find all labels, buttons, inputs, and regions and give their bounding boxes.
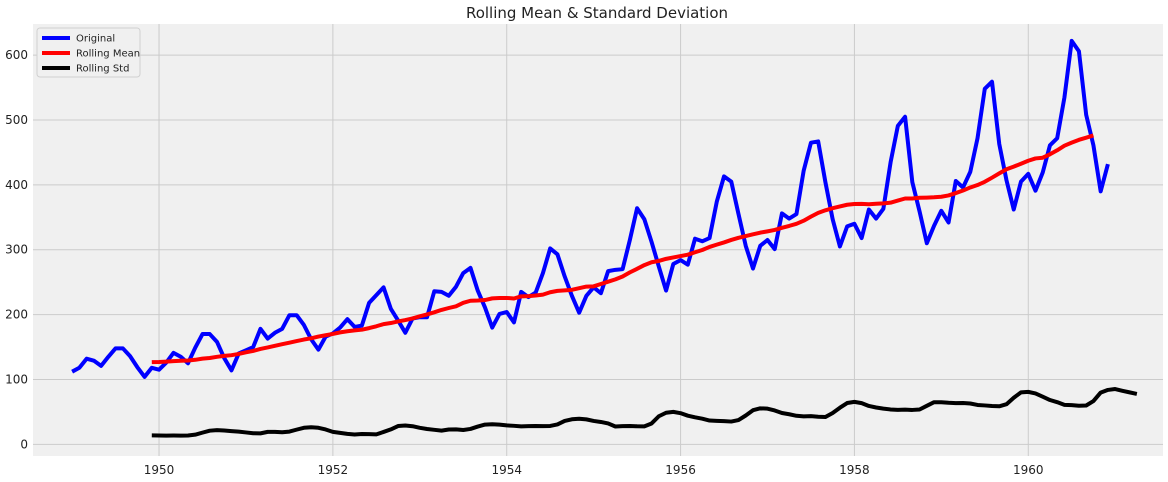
x-tick-label: 1954 <box>491 463 522 477</box>
y-tick-label: 100 <box>5 372 28 386</box>
grid <box>33 24 1163 456</box>
x-tick-label: 1958 <box>839 463 870 477</box>
legend: Original Rolling Mean Rolling Std <box>36 27 141 78</box>
y-tick-label: 500 <box>5 113 28 127</box>
y-tick-labels: 0 100 200 300 400 500 600 <box>5 48 28 451</box>
y-tick-label: 300 <box>5 243 28 257</box>
legend-label: Rolling Std <box>76 64 129 75</box>
x-tick-label: 1960 <box>1013 463 1044 477</box>
legend-frame <box>36 27 141 78</box>
y-tick-label: 600 <box>5 48 28 62</box>
legend-label: Rolling Mean <box>76 49 140 60</box>
x-tick-label: 1952 <box>318 463 349 477</box>
y-tick-label: 200 <box>5 308 28 322</box>
chart-title: Rolling Mean & Standard Deviation <box>466 4 728 22</box>
x-tick-labels: 1950 1952 1954 1956 1958 1960 <box>144 463 1044 477</box>
y-tick-label: 400 <box>5 178 28 192</box>
series-line-rolling-mean <box>151 133 1095 365</box>
legend-label: Original <box>76 34 115 45</box>
series-line-rolling-std <box>151 387 1138 438</box>
y-tick-label: 0 <box>20 437 28 451</box>
plot-area <box>33 24 1163 456</box>
x-tick-label: 1956 <box>665 463 696 477</box>
series-layer <box>71 38 1138 438</box>
x-tick-label: 1950 <box>144 463 175 477</box>
